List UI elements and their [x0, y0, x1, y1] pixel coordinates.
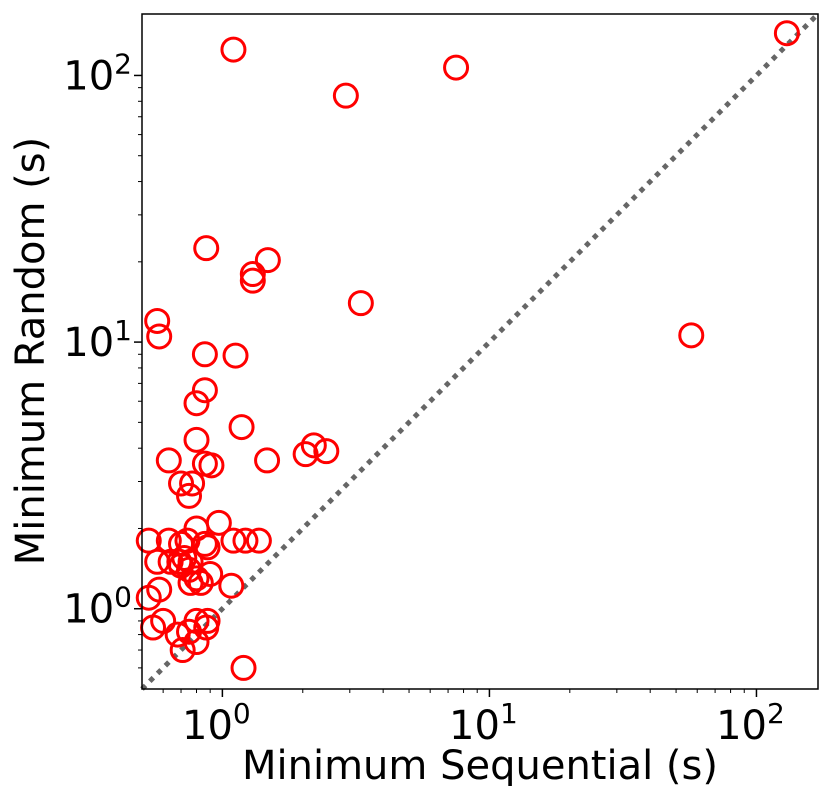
data-point — [254, 447, 281, 474]
y-tick-label: 102 — [63, 47, 132, 99]
data-point — [313, 438, 340, 465]
data-point — [220, 36, 247, 63]
major-ticks — [134, 74, 758, 697]
y-axis-title: Minimum Random (s) — [8, 137, 54, 565]
data-point — [218, 572, 245, 599]
x-tick-label: 101 — [449, 697, 518, 749]
data-point — [183, 390, 210, 417]
data-point — [347, 290, 374, 317]
data-point — [228, 414, 255, 441]
data-points — [135, 20, 800, 681]
data-point — [300, 432, 327, 459]
data-point — [146, 323, 173, 350]
data-point — [239, 261, 266, 288]
data-point — [155, 527, 182, 554]
data-point — [332, 82, 359, 109]
data-point — [239, 267, 266, 294]
data-point — [193, 235, 220, 262]
data-point — [254, 247, 281, 274]
data-point — [191, 341, 218, 368]
data-point — [169, 637, 196, 664]
data-point — [187, 569, 214, 596]
data-point — [194, 534, 221, 561]
data-point — [232, 527, 259, 554]
data-point — [179, 470, 206, 497]
x-axis-title: Minimum Sequential (s) — [242, 743, 718, 786]
data-point — [443, 54, 470, 81]
data-point — [183, 565, 210, 592]
data-point — [245, 527, 272, 554]
x-tick-label: 100 — [182, 697, 251, 749]
data-point — [183, 426, 210, 453]
reference-line-y-equals-x — [140, 12, 820, 691]
x-tick-label: 102 — [716, 697, 785, 749]
data-point — [183, 629, 210, 656]
data-point — [155, 447, 182, 474]
data-point — [773, 20, 800, 47]
tick-labels: 100 101 102 100 101 102 — [63, 47, 785, 749]
data-point — [177, 569, 204, 596]
data-point — [144, 307, 171, 334]
data-point — [220, 527, 247, 554]
data-point — [292, 441, 319, 468]
data-point — [222, 342, 249, 369]
data-point — [146, 576, 173, 603]
y-tick-label: 100 — [63, 581, 132, 633]
data-point — [230, 654, 257, 681]
plot-frame — [141, 13, 819, 690]
y-tick-label: 101 — [63, 314, 132, 366]
data-point — [678, 322, 705, 349]
data-point — [198, 452, 225, 479]
data-point — [191, 530, 218, 557]
data-point — [191, 377, 218, 404]
data-point — [176, 482, 203, 509]
